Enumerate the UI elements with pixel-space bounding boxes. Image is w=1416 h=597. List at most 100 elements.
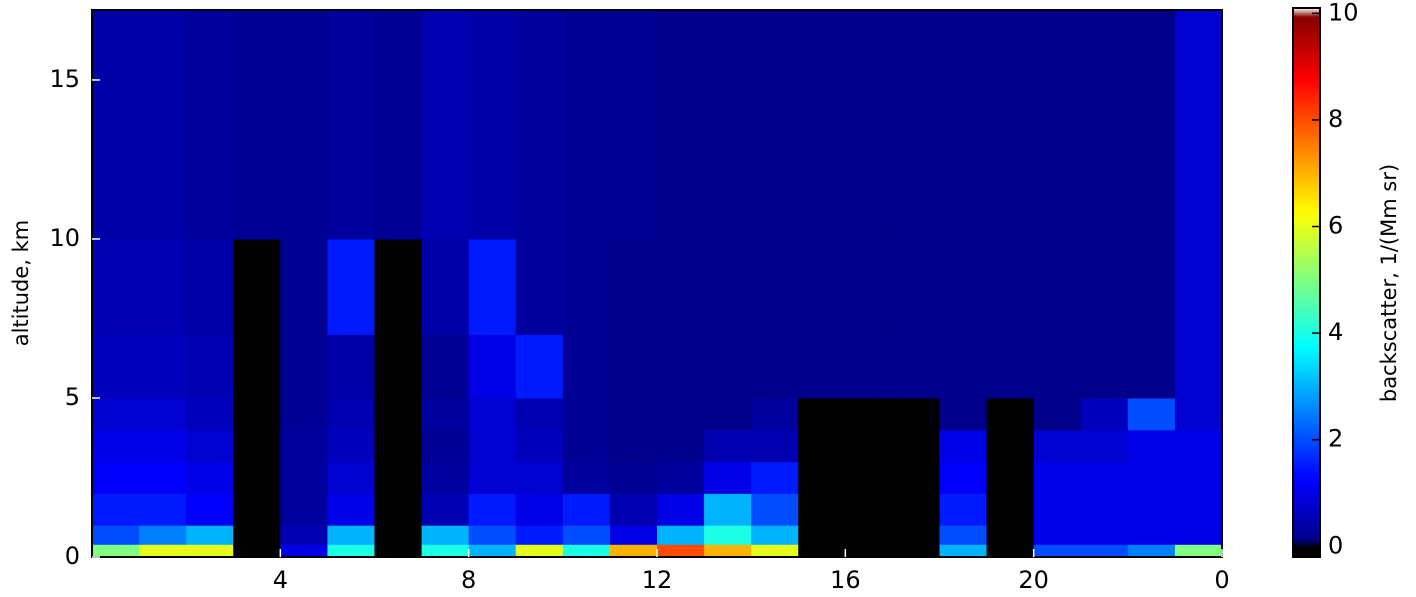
heat-cell [562, 10, 611, 240]
heat-cell [657, 10, 705, 240]
y-axis-label: altitude, km [9, 220, 33, 347]
heat-cell [562, 334, 611, 399]
heat-cell [280, 525, 328, 545]
heat-cell [939, 429, 988, 463]
heat-cell [327, 429, 375, 463]
heat-cell [751, 493, 799, 526]
heat-cell [1080, 397, 1129, 431]
heat-cell [186, 544, 234, 558]
heat-cell [657, 429, 705, 463]
heat-cell [233, 238, 281, 335]
heat-cell [986, 544, 1035, 558]
heat-cell [562, 493, 611, 526]
y-tick-label: 15 [49, 65, 80, 93]
heat-cell [798, 493, 846, 526]
heat-cell [139, 544, 187, 558]
heat-cell [562, 397, 611, 431]
heat-cell [421, 238, 470, 335]
heat-cell [280, 238, 328, 335]
heat-cell [939, 461, 988, 494]
heat-cell [186, 429, 234, 463]
heat-cell [1127, 525, 1176, 545]
heat-cell [233, 525, 281, 545]
heat-cell [1080, 493, 1129, 526]
heat-cell [609, 397, 658, 431]
heat-cell [939, 525, 988, 545]
heat-cell [1080, 525, 1129, 545]
heat-cell [1033, 429, 1082, 463]
heat-cell [609, 10, 658, 240]
x-tick-label: 16 [830, 566, 861, 594]
heat-cell [892, 397, 940, 431]
heat-cell [468, 10, 517, 240]
colorbar-tick-label: 10 [1328, 0, 1359, 26]
heat-cell [845, 429, 893, 463]
heat-cell [374, 493, 423, 526]
heat-cell [1080, 461, 1129, 494]
heat-cell [939, 238, 988, 335]
heat-cell [986, 461, 1035, 494]
heat-cell [892, 461, 940, 494]
heat-cell [657, 238, 705, 335]
x-tick-label: 0 [1214, 566, 1229, 594]
heat-cell [92, 493, 140, 526]
heat-cell [892, 493, 940, 526]
heat-cell [751, 525, 799, 545]
heat-cell [327, 397, 375, 431]
heat-cell [374, 10, 423, 240]
heat-cell [1127, 461, 1176, 494]
heat-cell [327, 10, 375, 240]
heat-cell [421, 525, 470, 545]
heat-cell [657, 493, 705, 526]
heat-cell [233, 544, 281, 558]
heat-cell [939, 493, 988, 526]
heat-cell [92, 10, 140, 240]
heat-cell [845, 238, 893, 335]
heat-cell [280, 544, 328, 558]
colorbar-tick-label: 4 [1328, 318, 1343, 346]
heat-cell [515, 493, 564, 526]
heat-cell [1127, 334, 1176, 399]
heat-cell [92, 461, 140, 494]
heat-cell [798, 334, 846, 399]
heat-cell [1033, 397, 1082, 431]
heat-cell [798, 525, 846, 545]
colorbar-tick-label: 6 [1328, 212, 1343, 240]
heat-cell [468, 461, 517, 494]
heat-cell [186, 493, 234, 526]
heat-cell [280, 493, 328, 526]
heat-cell [751, 429, 799, 463]
heat-cell [280, 461, 328, 494]
heat-cell [939, 397, 988, 431]
heat-cell [751, 334, 799, 399]
heat-cell [986, 238, 1035, 335]
heat-cell [939, 544, 988, 558]
heat-cell [515, 544, 564, 558]
heat-cell [1174, 238, 1223, 335]
heat-cell [562, 429, 611, 463]
heat-cell [1174, 525, 1223, 545]
heat-cell [1080, 334, 1129, 399]
colorbar-tick-label: 8 [1328, 105, 1343, 133]
heat-cell [845, 461, 893, 494]
heat-cell [1127, 544, 1176, 558]
heat-cell [1080, 544, 1129, 558]
heat-cell [845, 334, 893, 399]
heat-cell [657, 544, 705, 558]
heat-cell [609, 461, 658, 494]
heat-cell [92, 525, 140, 545]
heat-cell [1127, 493, 1176, 526]
heat-cell [609, 493, 658, 526]
heat-cell [704, 10, 752, 240]
heat-cell [515, 238, 564, 335]
heat-cell [515, 429, 564, 463]
heat-cell [139, 10, 187, 240]
heat-cell [468, 397, 517, 431]
heat-cell [1127, 238, 1176, 335]
heat-cell [892, 429, 940, 463]
heat-cell [139, 397, 187, 431]
heat-cell [562, 544, 611, 558]
heat-cell [751, 10, 799, 240]
heat-cell [280, 429, 328, 463]
